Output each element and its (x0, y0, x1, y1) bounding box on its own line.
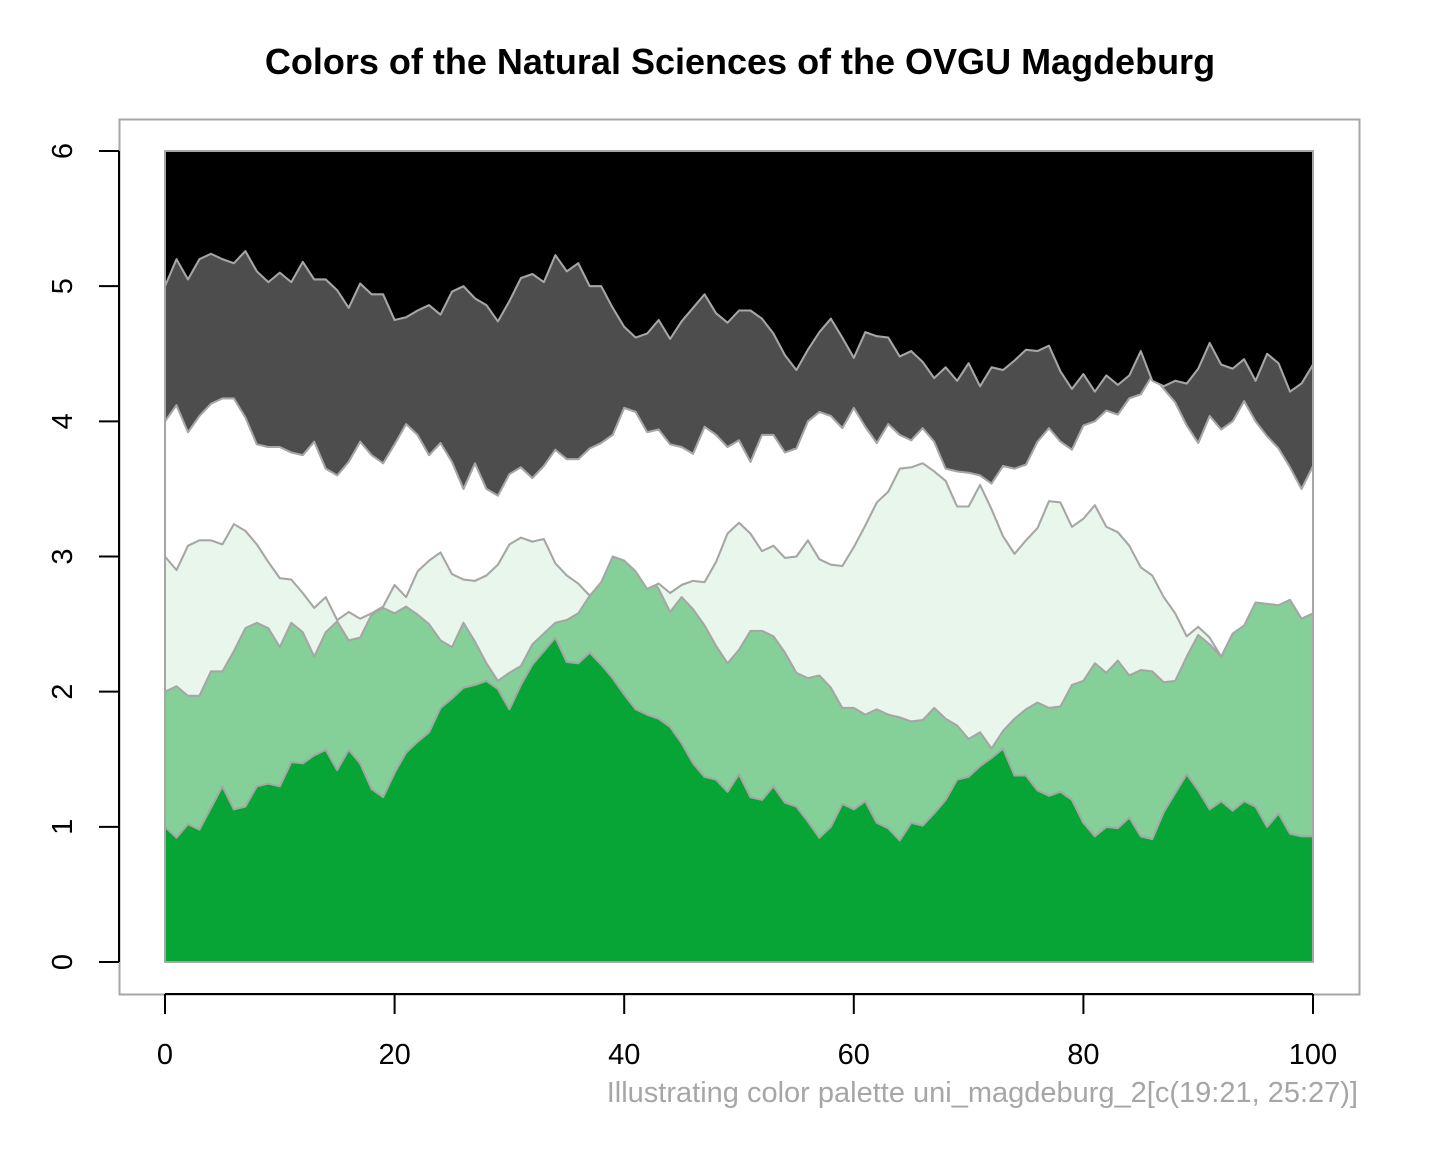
x-tick-label: 20 (378, 1039, 410, 1071)
y-tick-label: 6 (47, 143, 79, 159)
y-axis: 0 1 2 3 4 5 6 (47, 143, 120, 970)
y-tick-label: 1 (47, 819, 79, 835)
area-layers (164, 150, 1314, 963)
x-tick-label: 0 (157, 1039, 173, 1071)
y-tick-label: 0 (47, 954, 79, 970)
x-tick-label: 40 (608, 1039, 640, 1071)
y-tick-label: 5 (47, 278, 79, 294)
y-tick-label: 3 (47, 548, 79, 564)
chart-title: Colors of the Natural Sciences of the OV… (265, 41, 1215, 82)
x-tick-label: 80 (1067, 1039, 1099, 1071)
x-axis: 0 20 40 60 80 100 (157, 993, 1337, 1071)
chart-caption: Illustrating color palette uni_magdeburg… (607, 1077, 1358, 1109)
x-tick-label: 100 (1289, 1039, 1337, 1071)
y-tick-label: 2 (47, 684, 79, 700)
y-tick-label: 4 (47, 413, 79, 429)
x-tick-label: 60 (838, 1039, 870, 1071)
area-layer-6 (164, 150, 1314, 393)
